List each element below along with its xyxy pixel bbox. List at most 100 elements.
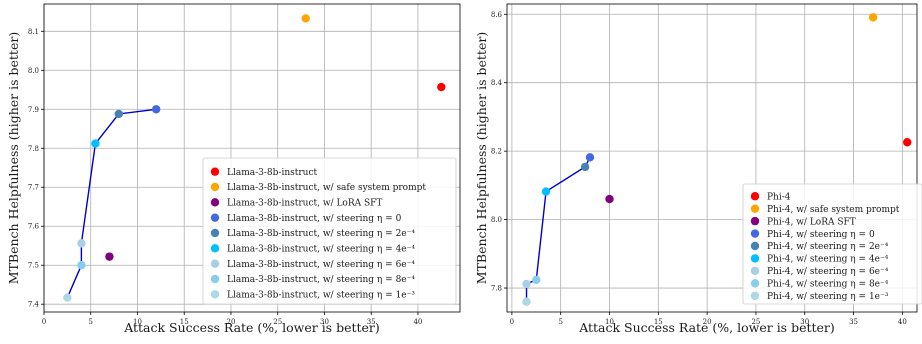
legend-label: Llama-3-8b-instruct, w/ steering η = 4e⁻… [227, 245, 415, 255]
x-tick-label: 20 [227, 318, 236, 326]
legend-label: Phi-4, w/ steering η = 2e⁻⁴ [767, 242, 889, 252]
x-tick-label: 5 [89, 318, 93, 326]
data-point [522, 297, 531, 306]
data-point [77, 239, 86, 248]
data-point [63, 293, 72, 302]
legend-marker [210, 274, 220, 284]
data-point [437, 82, 446, 92]
legend: Phi-4 Phi-4, w/ safe system prompt Phi-4, … [742, 183, 922, 305]
x-tick-label: 40 [898, 318, 907, 326]
legend-label: Llama-3-8b-instruct, w/ LoRA SFT [227, 199, 382, 209]
legend-box [202, 157, 457, 305]
y-tick-label: 7.7 [28, 184, 39, 192]
data-points [522, 13, 912, 306]
legend: Llama-3-8b-instruct Llama-3-8b-instruct, … [202, 157, 457, 305]
x-tick-label: 0 [510, 318, 514, 326]
gridlines [507, 4, 917, 312]
legend-label: Llama-3-8b-instruct, w/ steering η = 2e⁻… [227, 229, 415, 239]
plot-frame [506, 3, 918, 313]
y-tick-label: 8.2 [491, 148, 502, 156]
data-point [105, 252, 114, 261]
legend-label: Llama-3-8b-instruct, w/ steering η = 6e⁻… [227, 260, 415, 270]
steering-line [66, 108, 157, 298]
x-tick-label: 20 [703, 318, 712, 326]
legend-marker [750, 192, 760, 201]
y-tick-label: 8.0 [28, 67, 39, 75]
data-point [580, 162, 590, 172]
x-axis-label: Attack Success Rate (%, lower is better) [123, 320, 380, 335]
legend-label: Llama-3-8b-instruct, w/ steering η = 1e⁻… [227, 291, 415, 301]
y-tick-label: 8.6 [491, 11, 503, 19]
data-point [91, 139, 100, 148]
legend-label: Phi-4, w/ LoRA SFT [767, 217, 856, 227]
legend-label: Llama-3-8b-instruct, w/ steering η = 0 [227, 214, 402, 224]
y-tick-label: 7.6 [28, 223, 40, 231]
legend-marker [750, 266, 760, 276]
legend-marker [210, 198, 220, 207]
y-tick-label: 7.4 [28, 301, 40, 309]
x-tick-label: 35 [849, 318, 858, 326]
y-tick-label: 8.4 [491, 79, 503, 87]
x-axis-label: Attack Success Rate (%, lower is better) [578, 320, 835, 335]
legend-marker [750, 291, 760, 300]
legend-marker [750, 216, 760, 226]
legend-label: Llama-3-8b-instruct, w/ steering η = 8e⁻… [227, 275, 415, 285]
legend-marker [750, 241, 760, 251]
legend-marker [750, 229, 760, 238]
legend-marker [210, 259, 220, 268]
legend-marker [750, 254, 760, 263]
legend-label: Phi-4, w/ steering η = 8e⁻⁴ [767, 280, 889, 290]
y-tick-label: 7.8 [491, 285, 502, 293]
x-tick-label: 5 [558, 318, 562, 326]
x-tick-label: 0 [42, 318, 46, 326]
legend-label: Phi-4, w/ steering η = 4e⁻⁴ [767, 255, 889, 265]
chart-1: 0 5 10 15 20 25 30 35 40 7.4 7.5 7.6 7.7 7.8 7.9 8.0 8.1… [6, 3, 461, 335]
y-axis-label: MTBench Helpfulness (higher is better) [6, 32, 21, 284]
legend-box [742, 183, 922, 305]
x-tick-label: 25 [751, 318, 760, 326]
legend-label: Phi-4, w/ safe system prompt [767, 205, 900, 215]
legend-marker [210, 182, 220, 192]
data-point [301, 14, 310, 23]
x-tick-label: 10 [133, 318, 142, 326]
legend-label: Phi-4 [767, 192, 791, 202]
y-tick-label: 7.9 [28, 106, 39, 114]
x-tick-label: 30 [320, 318, 329, 326]
legend-marker [210, 213, 220, 222]
plot-frame [43, 3, 461, 313]
y-axis-label: MTBench Helpfulness (higher is better) [474, 32, 489, 284]
data-point [541, 187, 551, 196]
legend-label: Llama-3-8b-instruct, w/ safe system prom… [227, 183, 426, 193]
x-tick-label: 35 [367, 318, 376, 326]
data-point [77, 261, 86, 270]
legend-marker [750, 279, 760, 288]
data-point [151, 105, 161, 114]
legend-marker [210, 244, 220, 253]
data-point [903, 138, 912, 147]
data-point [585, 153, 595, 162]
y-tick-label: 8.0 [491, 216, 502, 224]
tick-labels: 0 5 10 15 20 25 30 35 40 7.4 7.5 7.6 7.7 7.8 7.9 8.0 8.1 [28, 28, 423, 326]
legend-label: Phi-4, w/ steering η = 1e⁻³ [767, 292, 889, 302]
data-point [868, 13, 878, 22]
tick-labels: 0 5 10 15 20 25 30 35 40 7.8 8.0 8.2 8.4 8.6 [491, 11, 907, 326]
legend-marker [210, 228, 220, 238]
data-point [532, 275, 541, 285]
data-point [522, 279, 531, 289]
legend-marker [210, 167, 220, 176]
legend-label: Phi-4, w/ steering η = 6e⁻⁴ [767, 267, 889, 277]
legend-marker [210, 290, 220, 299]
y-tick-label: 8.1 [28, 28, 39, 36]
x-tick-label: 40 [413, 318, 422, 326]
x-tick-label: 25 [273, 318, 282, 326]
data-point [605, 194, 614, 204]
legend-label: Phi-4, w/ steering η = 0 [767, 230, 875, 240]
data-points [63, 14, 446, 302]
y-tick-label: 7.8 [28, 145, 39, 153]
legend-label: Llama-3-8b-instruct [227, 168, 318, 178]
data-point [114, 109, 123, 119]
y-tick-label: 7.5 [28, 262, 39, 270]
legend-marker [750, 204, 760, 213]
x-tick-label: 15 [180, 318, 189, 326]
